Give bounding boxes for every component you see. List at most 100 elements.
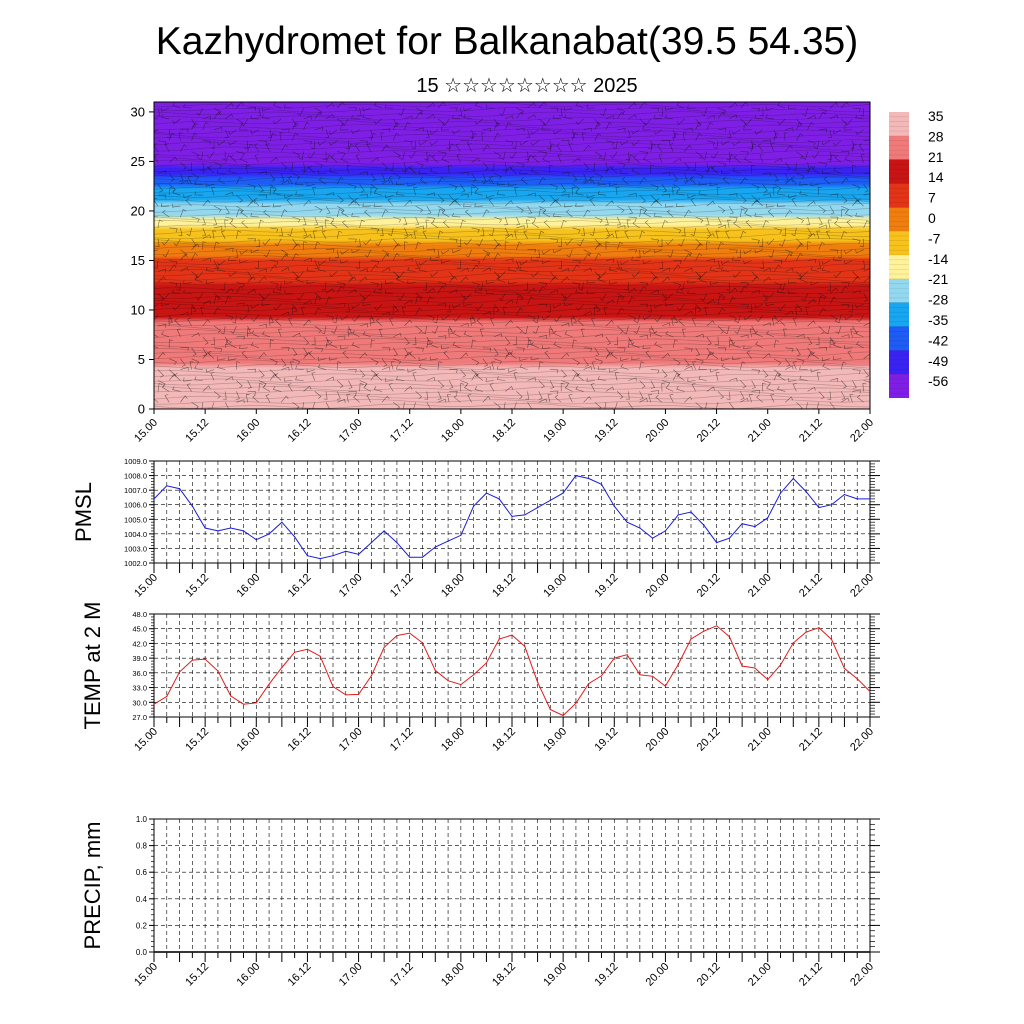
wind-barb xyxy=(832,256,842,261)
wind-barb xyxy=(247,325,252,335)
wind-barb xyxy=(538,391,543,400)
wind-barb xyxy=(639,380,646,389)
wind-barb xyxy=(829,114,839,120)
data-point xyxy=(728,537,731,539)
wind-barb xyxy=(493,252,501,261)
wind-barb xyxy=(549,271,556,280)
wind-barb xyxy=(463,203,472,208)
wind-barb xyxy=(363,238,372,246)
contour-line xyxy=(154,237,870,244)
wind-barb xyxy=(773,264,782,272)
wind-barb xyxy=(810,281,819,286)
contour-line xyxy=(154,163,870,170)
wind-barb xyxy=(527,296,534,305)
wind-barb xyxy=(504,121,512,130)
wind-barb xyxy=(616,325,624,334)
wind-barb xyxy=(541,126,551,131)
wind-barb xyxy=(597,190,607,196)
wind-barb xyxy=(273,189,282,196)
wind-barb xyxy=(565,209,573,218)
wind-barb xyxy=(373,386,383,392)
data-point xyxy=(818,507,820,509)
wind-barb xyxy=(389,317,394,327)
wind-barb xyxy=(187,317,192,327)
wind-barb xyxy=(292,306,296,316)
wind-barb xyxy=(583,267,592,272)
y-tick-label: 0.4 xyxy=(136,895,148,904)
wind-barb xyxy=(404,199,413,207)
data-point xyxy=(664,685,667,687)
data-point xyxy=(831,638,833,641)
wind-barb xyxy=(173,238,181,247)
wind-barb xyxy=(457,238,462,248)
wind-barb xyxy=(381,173,386,182)
wind-barb xyxy=(490,317,495,327)
wind-barb xyxy=(643,210,651,218)
wind-barb xyxy=(729,102,738,109)
wind-barb xyxy=(180,266,189,272)
wind-barb xyxy=(303,121,310,130)
wind-barb xyxy=(340,314,349,321)
wind-barb xyxy=(784,178,794,185)
wind-barb xyxy=(426,288,435,294)
wind-barb xyxy=(245,394,250,403)
wind-barb xyxy=(325,154,333,163)
wind-barb xyxy=(805,162,810,171)
x-tick-label: 20.12 xyxy=(695,726,723,754)
wind-barb xyxy=(160,107,170,112)
wind-barb xyxy=(776,288,786,294)
contour-line xyxy=(154,106,870,113)
wind-barb xyxy=(157,184,164,193)
data-point xyxy=(626,521,628,523)
wind-barb xyxy=(827,282,832,291)
wind-barb xyxy=(369,129,373,138)
wind-barb xyxy=(493,306,498,316)
wind-barb xyxy=(849,394,854,403)
wind-barb xyxy=(308,351,316,359)
wind-barb xyxy=(325,205,331,215)
wind-barb xyxy=(572,260,581,265)
wind-barb xyxy=(571,186,576,196)
wind-barb xyxy=(317,260,327,266)
wind-barb xyxy=(292,347,298,356)
wind-barb xyxy=(275,318,282,327)
wind-barb xyxy=(442,118,450,127)
data-point xyxy=(383,951,385,953)
wind-barb xyxy=(650,276,659,283)
wind-barb xyxy=(392,304,399,313)
wind-barb xyxy=(609,368,618,373)
wind-barb xyxy=(623,325,629,335)
wind-barb xyxy=(665,385,674,392)
wind-barb xyxy=(777,304,786,312)
wind-barb xyxy=(751,389,760,394)
wind-barb xyxy=(295,376,304,381)
wind-barb xyxy=(482,209,490,218)
wind-barb xyxy=(351,341,360,349)
wind-barb xyxy=(426,248,436,253)
wind-barb xyxy=(476,318,484,327)
wind-barb xyxy=(829,378,839,382)
wind-barb xyxy=(538,230,545,239)
wind-barb xyxy=(352,314,360,322)
data-point xyxy=(473,951,475,953)
wind-barb xyxy=(516,347,525,352)
wind-barb xyxy=(678,238,685,247)
wind-barb xyxy=(303,140,313,146)
wind-barb xyxy=(269,358,278,365)
wind-barb xyxy=(776,202,786,207)
wind-barb xyxy=(639,208,645,218)
data-point xyxy=(843,951,846,953)
wind-barb xyxy=(856,314,864,323)
wind-barb xyxy=(172,102,181,109)
wind-barb xyxy=(829,339,834,348)
wind-barb xyxy=(437,285,445,294)
wind-barb xyxy=(180,346,189,351)
wind-barb xyxy=(355,260,360,269)
wind-barb xyxy=(272,386,282,392)
wind-barb xyxy=(863,293,868,302)
wind-barb xyxy=(639,151,649,156)
wind-barb xyxy=(576,304,584,311)
data-point xyxy=(537,681,539,683)
wind-barb xyxy=(496,190,506,196)
wind-barb xyxy=(160,301,170,306)
